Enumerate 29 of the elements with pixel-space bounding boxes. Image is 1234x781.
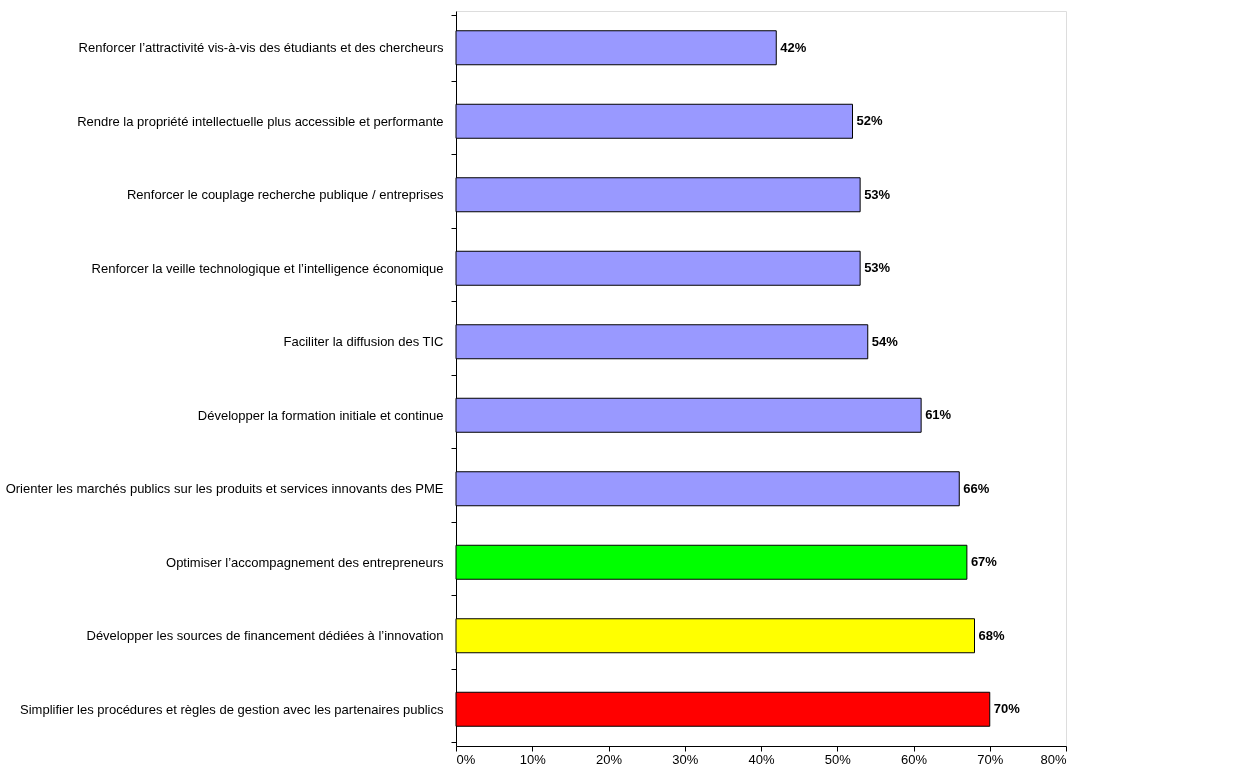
x-tick-label: 10% [519, 751, 547, 767]
x-tick-label: 30% [672, 751, 699, 767]
data-label: 70% [993, 701, 1021, 717]
y-tick-label: Optimiser l’accompagnement des entrepreneurs [166, 554, 444, 570]
x-tick-label: 20% [595, 751, 623, 767]
y-tick-label: Simplifier les procédures et règles de gestion avec les partenaires publics [20, 701, 444, 717]
y-tick-label: Orienter les marchés publics sur les produits et services innovants des PME [5, 481, 444, 497]
x-tick-label: 80% [1040, 751, 1067, 767]
data-label: 54% [871, 333, 899, 349]
data-label: 53% [864, 260, 891, 276]
data-label: 67% [970, 554, 998, 570]
data-label: 66% [963, 480, 990, 496]
y-tick-label: Développer les sources de financement dédiées à l’innovation [86, 628, 444, 644]
data-label: 68% [978, 627, 1005, 643]
y-tick-label: Faciliter la diffusion des TIC [283, 334, 444, 350]
x-tick-label: 0% [456, 751, 476, 767]
data-label: 42% [780, 39, 807, 55]
y-tick-label: Rendre la propriété intellectuelle plus accessible et performante [77, 113, 444, 129]
y-tick-label: Renforcer le couplage recherche publique / entreprises [126, 187, 444, 203]
y-tick-label: Renforcer l’attractivité vis-à-vis des étudiants et des chercheurs [78, 40, 444, 56]
data-label: 61% [925, 407, 952, 423]
y-tick-label: Renforcer la veille technologique et l’intelligence économique [91, 260, 444, 276]
data-label: 52% [856, 113, 883, 129]
x-tick-label: 70% [977, 751, 1004, 767]
x-tick-label: 50% [824, 751, 852, 767]
data-label: 53% [864, 186, 891, 202]
y-tick-label: Développer la formation initiale et continue [197, 407, 444, 423]
x-tick-label: 60% [900, 751, 928, 767]
x-tick-label: 40% [748, 751, 775, 767]
